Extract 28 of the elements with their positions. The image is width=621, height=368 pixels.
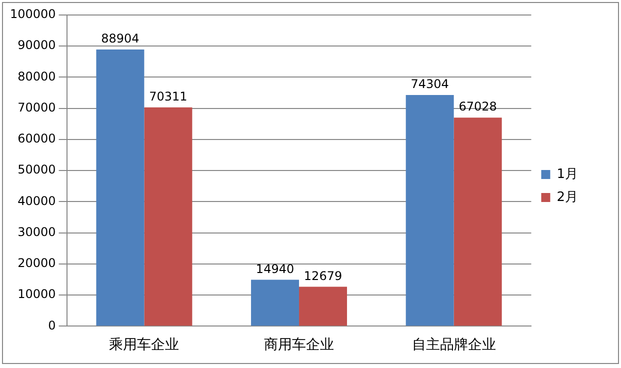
data-label: 12679 <box>304 268 342 283</box>
y-tick-label: 80000 <box>18 69 56 84</box>
bar <box>96 50 144 326</box>
data-label: 67028 <box>458 100 497 114</box>
y-tick-label: 10000 <box>18 287 56 302</box>
bar <box>299 286 348 326</box>
y-tick-label: 90000 <box>18 38 56 52</box>
legend-label: 1月 <box>556 166 578 182</box>
y-tick-label: 70000 <box>18 100 56 114</box>
x-tick-label: 商用车企业 <box>264 337 334 354</box>
data-label: 74304 <box>410 77 449 92</box>
x-tick-label: 乘用车企业 <box>109 337 180 354</box>
y-tick-label: 20000 <box>18 256 56 270</box>
data-label: 70311 <box>149 90 188 104</box>
y-tick-label: 0 <box>48 318 56 332</box>
y-tick-label: 30000 <box>18 224 56 239</box>
data-label: 14940 <box>256 262 294 276</box>
bar <box>144 107 192 326</box>
y-tick-label: 60000 <box>18 132 56 146</box>
data-label: 88904 <box>101 32 140 46</box>
x-tick-label: 自主品牌企业 <box>412 337 496 354</box>
bar <box>406 94 454 326</box>
y-tick-label: 50000 <box>18 162 56 177</box>
legend-label: 2月 <box>556 190 578 205</box>
y-tick-label: 100000 <box>10 7 56 22</box>
bar <box>454 118 502 326</box>
bar <box>251 280 300 326</box>
y-tick-label: 40000 <box>18 194 56 208</box>
